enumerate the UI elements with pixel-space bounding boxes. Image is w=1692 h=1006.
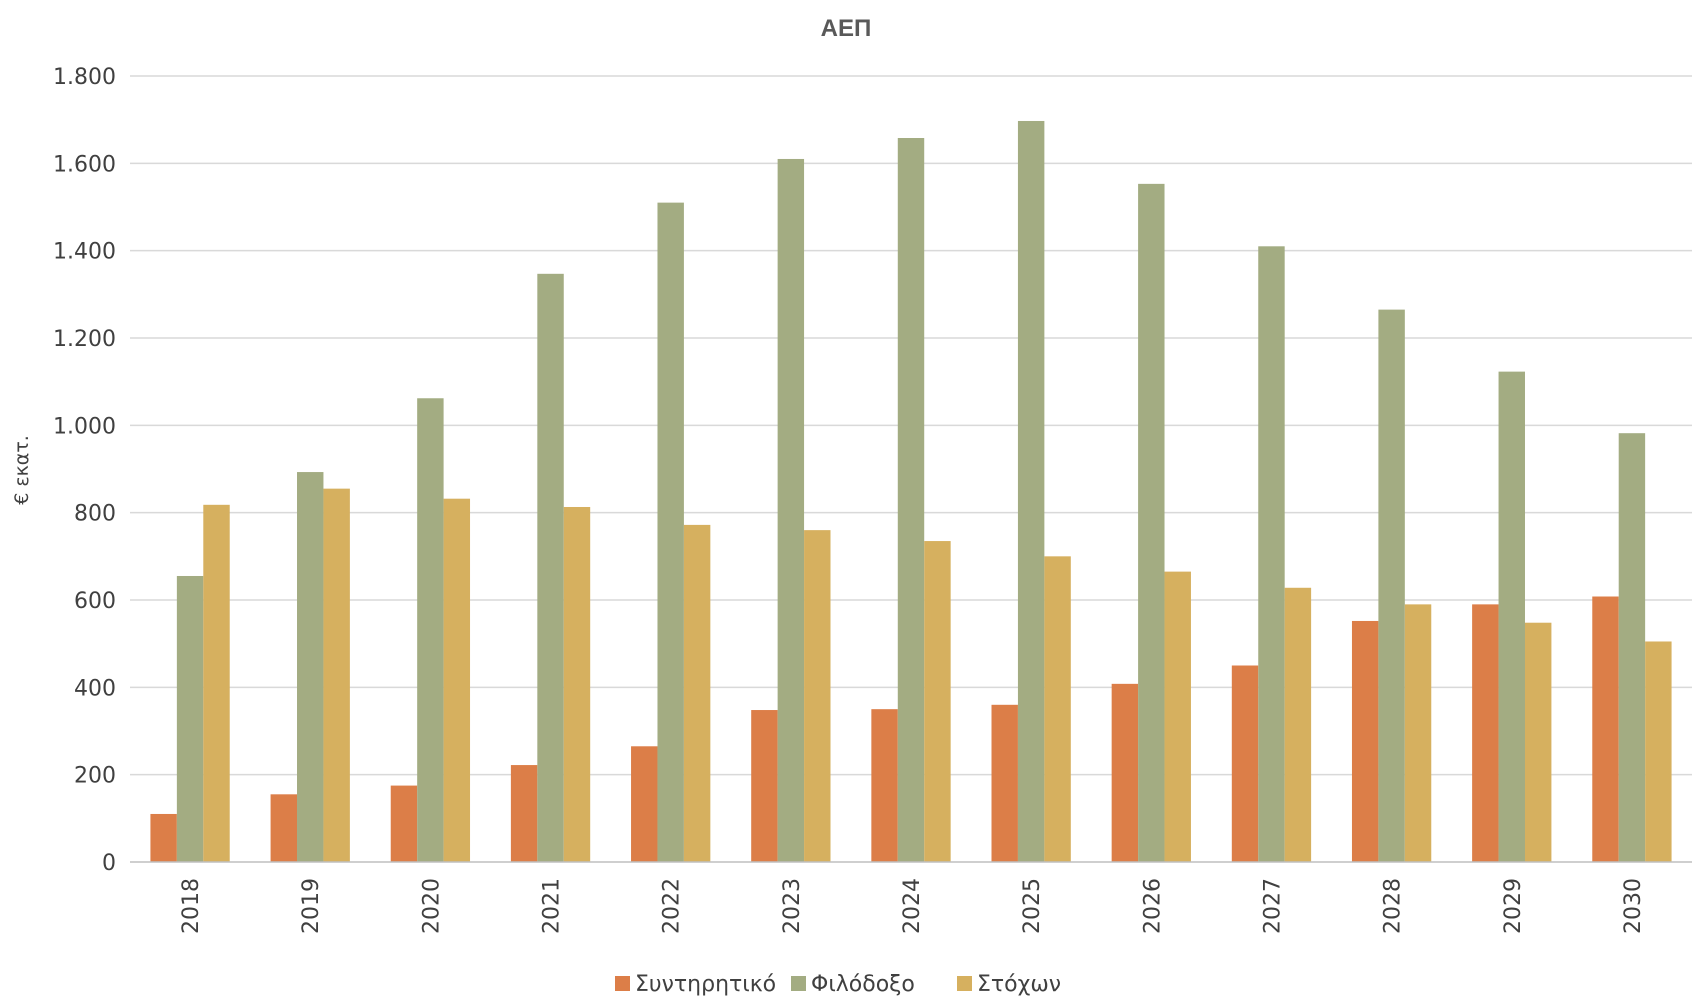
bar-Φιλόδοξο-2027 <box>1258 246 1284 862</box>
bar-Στόχων-2019 <box>323 489 349 862</box>
y-tick-label: 0 <box>102 851 116 876</box>
bar-Στόχων-2020 <box>444 499 470 862</box>
x-tick-label: 2021 <box>540 878 565 934</box>
bar-Στόχων-2022 <box>684 525 710 862</box>
bar-Συντηρητικό-2027 <box>1232 666 1258 863</box>
legend-label: Στόχων <box>977 972 1061 997</box>
y-tick-label: 1.200 <box>53 327 116 352</box>
bar-Συντηρητικό-2026 <box>1112 684 1138 862</box>
x-tick-label: 2030 <box>1621 878 1646 934</box>
y-axis-ticks: 0 200 400 600 800 1.000 1.200 1.400 1.600 1.800 <box>53 65 116 876</box>
bar-Συντηρητικό-2022 <box>631 746 657 862</box>
x-tick-label: 2029 <box>1501 878 1526 934</box>
legend-label: Συντηρητικό <box>635 972 776 997</box>
x-tick-label: 2023 <box>780 878 805 934</box>
legend-label: Φιλόδοξο <box>811 972 915 997</box>
y-tick-label: 400 <box>74 676 116 701</box>
bar-Στόχων-2028 <box>1405 604 1431 862</box>
bars <box>150 121 1671 862</box>
bar-Στόχων-2018 <box>203 505 229 862</box>
bar-Συντηρητικό-2018 <box>150 814 176 862</box>
legend-swatch <box>615 976 630 991</box>
x-tick-label: 2018 <box>179 878 204 934</box>
bar-Φιλόδοξο-2022 <box>657 203 683 862</box>
bar-Στόχων-2023 <box>804 530 830 862</box>
bar-Στόχων-2024 <box>924 541 950 862</box>
x-tick-label: 2028 <box>1381 878 1406 934</box>
x-tick-label: 2020 <box>419 878 444 934</box>
bar-Στόχων-2030 <box>1645 641 1671 862</box>
bar-Στόχων-2029 <box>1525 623 1551 862</box>
bar-Συντηρητικό-2020 <box>391 786 417 862</box>
y-tick-label: 200 <box>74 764 116 789</box>
bar-Συντηρητικό-2021 <box>511 765 537 862</box>
bar-Φιλόδοξο-2020 <box>417 398 443 862</box>
x-tick-label: 2024 <box>900 878 925 934</box>
y-tick-label: 600 <box>74 589 116 614</box>
x-tick-label: 2025 <box>1020 878 1045 934</box>
bar-Στόχων-2027 <box>1285 588 1311 862</box>
bar-Φιλόδοξο-2028 <box>1378 310 1404 862</box>
bar-Φιλόδοξο-2023 <box>778 159 804 862</box>
bar-Φιλόδοξο-2025 <box>1018 121 1044 862</box>
legend-swatch <box>791 976 806 991</box>
y-tick-label: 1.000 <box>53 414 116 439</box>
bar-Στόχων-2025 <box>1044 556 1070 862</box>
bar-Συντηρητικό-2029 <box>1472 604 1498 862</box>
bar-Στόχων-2021 <box>564 507 590 862</box>
bar-Φιλόδοξο-2019 <box>297 472 323 862</box>
bar-Συντηρητικό-2023 <box>751 710 777 862</box>
x-tick-label: 2019 <box>299 878 324 934</box>
legend-swatch <box>957 976 972 991</box>
bar-Συντηρητικό-2025 <box>992 705 1018 862</box>
x-axis-ticks: 2018 2019 2020 2021 2022 2023 2024 2025 2026 2027… <box>179 878 1646 934</box>
bar-Συντηρητικό-2024 <box>871 709 897 862</box>
bar-Στόχων-2026 <box>1165 572 1191 862</box>
bar-Φιλόδοξο-2021 <box>537 274 563 862</box>
x-tick-label: 2027 <box>1260 878 1285 934</box>
bar-Συντηρητικό-2028 <box>1352 621 1378 862</box>
y-tick-label: 1.600 <box>53 152 116 177</box>
y-tick-label: 1.400 <box>53 240 116 265</box>
x-tick-label: 2026 <box>1140 878 1165 934</box>
legend: Συντηρητικό Φιλόδοξο Στόχων <box>615 972 1061 997</box>
y-axis-label: € εκατ. <box>11 435 33 505</box>
bar-Φιλόδοξο-2030 <box>1619 433 1645 862</box>
bar-Φιλόδοξο-2018 <box>177 576 203 862</box>
chart-title: ΑΕΠ <box>821 15 872 42</box>
y-tick-label: 1.800 <box>53 65 116 90</box>
bar-Φιλόδοξο-2024 <box>898 138 924 862</box>
bar-Φιλόδοξο-2026 <box>1138 184 1164 862</box>
y-tick-label: 800 <box>74 502 116 527</box>
bar-Συντηρητικό-2019 <box>271 794 297 862</box>
bar-Συντηρητικό-2030 <box>1592 597 1618 862</box>
bar-Φιλόδοξο-2029 <box>1499 372 1525 862</box>
x-tick-label: 2022 <box>660 878 685 934</box>
